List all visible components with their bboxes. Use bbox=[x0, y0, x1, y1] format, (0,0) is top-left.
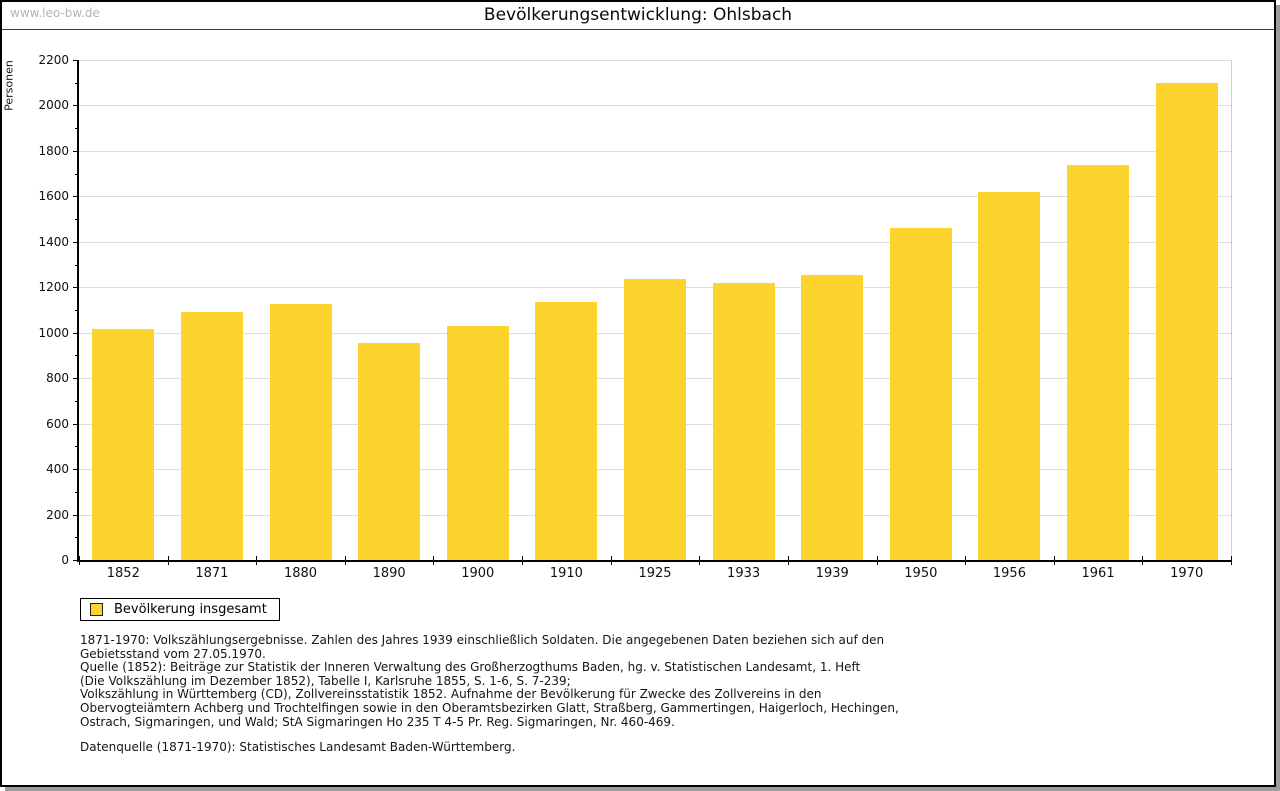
footnote-line: Ostrach, Sigmaringen, und Wald; StA Sigm… bbox=[80, 714, 675, 729]
bar bbox=[801, 274, 864, 560]
bar bbox=[535, 302, 598, 560]
y-tick-label: 1600 bbox=[38, 189, 69, 204]
bar bbox=[624, 279, 686, 560]
footnote-line: (Die Volkszählung im Dezember 1852), Tab… bbox=[80, 673, 571, 688]
y-tick bbox=[73, 105, 79, 107]
y-tick bbox=[73, 241, 79, 243]
bar bbox=[180, 312, 243, 560]
x-tick-label: 1900 bbox=[461, 566, 495, 581]
bar bbox=[978, 191, 1041, 560]
y-tick-label: 2000 bbox=[38, 98, 69, 113]
y-tick-label: 200 bbox=[46, 507, 69, 522]
x-tick-label: 1939 bbox=[815, 566, 849, 581]
chart-title: Bevölkerungsentwicklung: Ohlsbach bbox=[483, 5, 793, 25]
x-tick-label: 1880 bbox=[283, 566, 318, 581]
y-tick bbox=[73, 469, 79, 471]
x-tick-label: 1871 bbox=[195, 566, 229, 581]
y-tick-label: 1400 bbox=[38, 234, 69, 249]
footnote-line: Obervogteiämtern Achberg und Trochtelfin… bbox=[80, 700, 899, 715]
footnote-line: Quelle (1852): Beiträge zur Statistik de… bbox=[80, 660, 861, 675]
bar-chart: Personen 0 200 400 600 800 1000 1200 1400 1600 18… bbox=[0, 30, 1276, 590]
bar bbox=[269, 304, 332, 560]
x-axis-line bbox=[77, 560, 1231, 562]
x-tick-label: 1925 bbox=[638, 566, 672, 581]
y-tick bbox=[73, 332, 79, 334]
y-tick-label: 600 bbox=[46, 416, 69, 431]
gridline bbox=[79, 60, 1231, 61]
x-tick-label: 1910 bbox=[549, 566, 583, 581]
y-tick-label: 0 bbox=[61, 553, 69, 567]
watermark: www.leo-bw.de bbox=[10, 6, 100, 20]
chart-header: www.leo-bw.de Bevölkerungsentwicklung: O… bbox=[2, 2, 1274, 30]
gridline bbox=[79, 150, 1231, 152]
y-tick bbox=[73, 423, 79, 425]
y-tick bbox=[73, 378, 79, 380]
bar bbox=[446, 325, 509, 560]
legend-label: Bevölkerung insgesamt bbox=[114, 602, 267, 617]
chart-legend: Bevölkerung insgesamt bbox=[80, 598, 280, 621]
x-tick-label: 1890 bbox=[372, 566, 406, 581]
legend-swatch-icon bbox=[90, 603, 103, 616]
y-tick bbox=[73, 150, 79, 152]
bar bbox=[712, 282, 775, 560]
y-tick bbox=[73, 514, 79, 516]
footnote-line: 1871-1970: Volkszählungsergebnisse. Zahl… bbox=[80, 633, 885, 647]
y-tick-label: 2200 bbox=[38, 53, 69, 67]
y-tick-label: 1800 bbox=[38, 143, 69, 158]
plot-right-border bbox=[1231, 60, 1232, 560]
y-tick-label: 400 bbox=[46, 462, 69, 477]
y-tick bbox=[73, 287, 79, 289]
bar bbox=[358, 342, 421, 560]
footnote-line: Gebietsstand vom 27.05.1970. bbox=[80, 646, 266, 661]
window-shadow-right bbox=[1276, 5, 1280, 791]
y-tick-label: 1200 bbox=[38, 280, 69, 295]
x-tick-label: 1950 bbox=[904, 566, 938, 581]
datasource-text: Datenquelle (1871-1970): Statistisches L… bbox=[80, 740, 516, 754]
x-tick bbox=[1231, 556, 1232, 565]
footnote-text: 1871-1970: Volkszählungsergebnisse. Zahl… bbox=[80, 633, 1180, 729]
y-tick bbox=[73, 196, 79, 198]
x-tick-label: 1970 bbox=[1170, 566, 1204, 581]
bar bbox=[1067, 164, 1130, 560]
bar bbox=[1155, 82, 1218, 560]
x-tick-label: 1956 bbox=[992, 566, 1026, 581]
gridline bbox=[79, 105, 1231, 107]
y-axis-line bbox=[77, 60, 79, 562]
bar bbox=[92, 329, 155, 560]
y-tick bbox=[73, 560, 79, 561]
y-tick-label: 1000 bbox=[38, 325, 69, 340]
gridline bbox=[79, 241, 1231, 243]
gridline bbox=[79, 196, 1231, 198]
y-tick-label: 800 bbox=[46, 371, 69, 386]
window-shadow-bottom bbox=[5, 787, 1280, 791]
x-tick-label: 1961 bbox=[1081, 566, 1115, 581]
footnote-line: Volkszählung in Württemberg (CD), Zollve… bbox=[80, 687, 822, 702]
x-tick-label: 1852 bbox=[106, 566, 140, 581]
bar bbox=[889, 228, 952, 560]
y-axis-label: Personen bbox=[2, 60, 16, 111]
x-tick-label: 1933 bbox=[727, 566, 761, 581]
y-tick bbox=[73, 60, 79, 61]
